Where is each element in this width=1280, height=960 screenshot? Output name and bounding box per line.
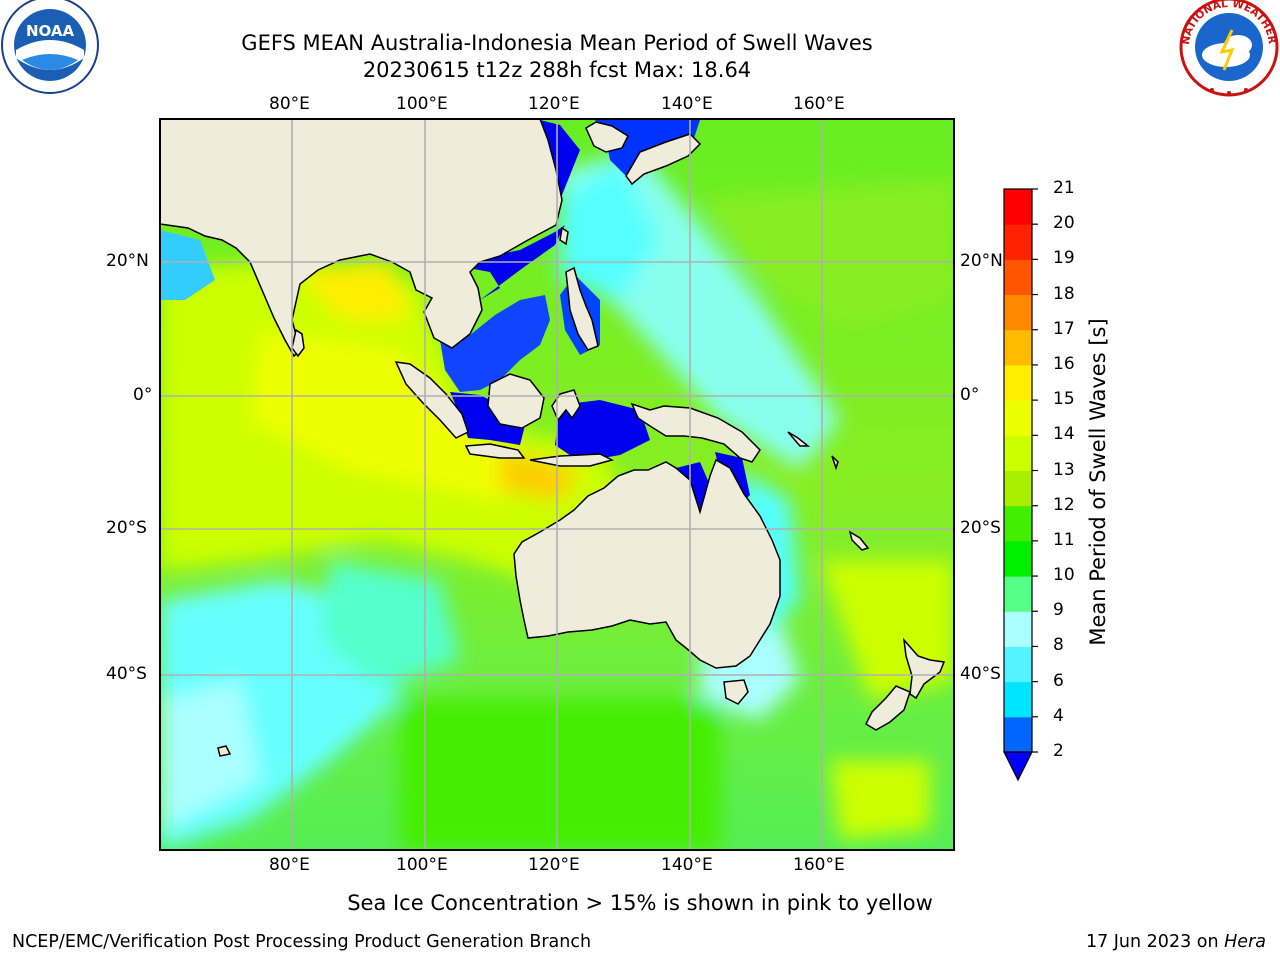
colorbar-tick-label: 16 bbox=[1053, 353, 1075, 374]
map-plot-area bbox=[160, 119, 954, 850]
kerguelen bbox=[217, 745, 232, 757]
lat-label-left: 20°S bbox=[106, 518, 147, 538]
noaa-logo-text: NOAA bbox=[26, 22, 75, 40]
lat-label-right: 20°S bbox=[960, 518, 1001, 538]
colorbar-tick-label: 17 bbox=[1053, 318, 1075, 339]
footer-date-text: 17 Jun 2023 on bbox=[1085, 932, 1225, 952]
colorbar-segment bbox=[1004, 400, 1032, 436]
colorbar-tick-label: 15 bbox=[1053, 389, 1075, 410]
lon-label-top: 80°E bbox=[269, 94, 310, 114]
colorbar-segment bbox=[1004, 505, 1032, 542]
noaa-logo: NOAA bbox=[1, 0, 99, 94]
colorbar-tick-label: 9 bbox=[1053, 600, 1064, 621]
borneo bbox=[487, 373, 545, 429]
lat-label-right: 20°N bbox=[960, 251, 1003, 271]
colorbar-segment bbox=[1004, 576, 1032, 612]
colorbar-segment bbox=[1004, 329, 1032, 366]
colorbar-tick-label: 2 bbox=[1053, 741, 1064, 761]
nws-logo-text: NATIONAL WEATHER SERVICE bbox=[0, 0, 1278, 48]
timor-lesser-sunda bbox=[529, 453, 615, 467]
lon-label-bottom: 140°E bbox=[661, 855, 713, 875]
lon-label-top: 100°E bbox=[396, 94, 448, 114]
colorbar-tick-label: 12 bbox=[1053, 494, 1075, 515]
solomon-islands bbox=[787, 431, 811, 447]
taiwan bbox=[559, 226, 569, 246]
colorbar-tick-label: 21 bbox=[1053, 178, 1075, 198]
new-caledonia bbox=[848, 530, 870, 551]
colorbar-label: Mean Period of Swell Waves [s] bbox=[1086, 318, 1110, 646]
lon-label-bottom: 120°E bbox=[528, 855, 580, 875]
colorbar-segment bbox=[1004, 681, 1032, 718]
colorbar-segment bbox=[1004, 294, 1032, 331]
chart-title: GEFS MEAN Australia-Indonesia Mean Perio… bbox=[241, 31, 873, 55]
colorbar-segment bbox=[1004, 224, 1032, 260]
new-zealand-south bbox=[865, 685, 911, 731]
colorbar-tick-label: 13 bbox=[1053, 459, 1075, 480]
colorbar-tick-label: 4 bbox=[1053, 705, 1064, 726]
lat-label-left: 20°N bbox=[106, 251, 149, 271]
lat-label-left: 40°S bbox=[106, 664, 147, 684]
colorbar-tick-label: 6 bbox=[1053, 670, 1064, 691]
colorbar-segment bbox=[1004, 364, 1032, 401]
lat-label-left: 0° bbox=[133, 385, 153, 405]
colorbar bbox=[1003, 188, 1038, 782]
land-masses bbox=[160, 119, 946, 757]
lon-label-bottom: 80°E bbox=[269, 855, 310, 875]
java bbox=[464, 443, 526, 459]
colorbar-under-arrow bbox=[1004, 752, 1032, 780]
colorbar-tick-label: 18 bbox=[1053, 283, 1075, 304]
tasmania bbox=[723, 679, 749, 705]
colorbar-tick-label: 20 bbox=[1053, 213, 1075, 234]
lat-label-right: 40°S bbox=[960, 664, 1001, 684]
japan bbox=[625, 133, 702, 186]
colorbar-segment bbox=[1004, 646, 1032, 683]
colorbar-segment bbox=[1004, 435, 1032, 471]
lon-label-bottom: 100°E bbox=[396, 855, 448, 875]
nws-logo: NATIONAL WEATHER SERVICE bbox=[0, 0, 1279, 97]
colorbar-segment bbox=[1004, 716, 1032, 753]
footer-credit: NCEP/EMC/Verification Post Processing Pr… bbox=[12, 932, 592, 952]
lon-label-top: 160°E bbox=[793, 94, 845, 114]
map-frame bbox=[159, 118, 955, 851]
sulawesi bbox=[551, 389, 581, 422]
new-guinea bbox=[630, 402, 761, 463]
colorbar-segment bbox=[1004, 470, 1032, 507]
colorbar-tick-label: 19 bbox=[1053, 248, 1075, 269]
colorbar-segment bbox=[1004, 189, 1032, 225]
graticule bbox=[160, 119, 954, 850]
colorbar-tick-label: 14 bbox=[1053, 424, 1075, 445]
lon-label-top: 140°E bbox=[661, 94, 713, 114]
australia bbox=[513, 458, 781, 669]
footer-machine: Hera bbox=[1224, 932, 1266, 952]
sea-ice-note: Sea Ice Concentration > 15% is shown in … bbox=[347, 891, 933, 915]
colorbar-segment bbox=[1004, 540, 1032, 577]
colorbar-tick-label: 10 bbox=[1053, 565, 1075, 586]
footer-date: 17 Jun 2023 on Hera bbox=[1086, 932, 1266, 952]
colorbar-segment bbox=[1004, 259, 1032, 296]
colorbar-tick-label: 8 bbox=[1053, 635, 1064, 656]
philippines bbox=[565, 266, 599, 351]
lat-label-right: 0° bbox=[960, 385, 980, 405]
chart-subtitle: 20230615 t12z 288h fcst Max: 18.64 bbox=[362, 58, 752, 82]
new-zealand-north bbox=[902, 637, 946, 700]
lon-label-bottom: 160°E bbox=[793, 855, 845, 875]
vanuatu bbox=[831, 455, 839, 471]
colorbar-tick-label: 11 bbox=[1053, 529, 1075, 550]
colorbar-segment bbox=[1004, 611, 1032, 647]
korea-japan bbox=[585, 121, 629, 153]
lon-label-top: 120°E bbox=[528, 94, 580, 114]
